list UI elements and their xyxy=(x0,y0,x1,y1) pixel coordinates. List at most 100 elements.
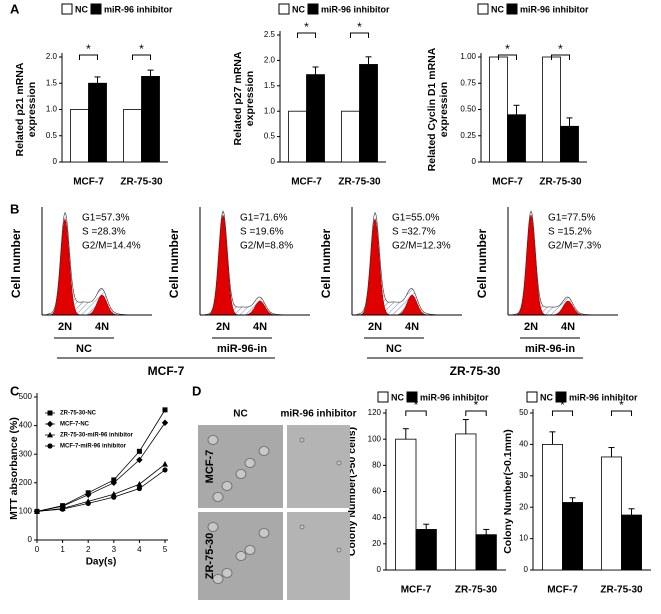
y-axis-label: Related p21 mRNA xyxy=(14,62,26,156)
x-tick-label: ZR-75-30 xyxy=(455,585,498,596)
significance-star: * xyxy=(560,398,565,412)
y-axis-label: expression xyxy=(438,82,450,137)
error-bar xyxy=(483,528,490,535)
x-tick-label: ZR-75-30 xyxy=(338,177,381,188)
y-tick-label: 0.5 xyxy=(46,131,58,140)
cell-colony xyxy=(207,435,219,445)
marker xyxy=(162,467,168,473)
cell-colony xyxy=(221,481,233,491)
legend-label: NC xyxy=(491,4,504,14)
cell-cycle-stat: G1=55.0% xyxy=(392,213,440,224)
ploidy-label: 4N xyxy=(405,321,419,333)
marker xyxy=(161,419,169,426)
y-tick-label: 2.0 xyxy=(264,56,276,65)
y-tick-label: 300 xyxy=(19,449,33,458)
y-axis-label: expression xyxy=(244,71,256,126)
y-tick-label: 1.00 xyxy=(460,52,476,61)
bar xyxy=(562,502,583,571)
y-tick-label: 20 xyxy=(519,502,528,511)
ploidy-label: 2N xyxy=(58,321,72,333)
y-tick-label: 0.50 xyxy=(460,105,476,114)
significance-star: * xyxy=(558,42,563,56)
significance-star: * xyxy=(619,398,624,412)
ploidy-label: 2N xyxy=(216,321,230,333)
x-tick-label: 0 xyxy=(35,545,40,554)
y-axis-label: Colony Number(>0.1mm) xyxy=(502,429,514,554)
significance-bracket xyxy=(551,410,574,416)
condition-label: miR-96-in xyxy=(525,343,575,355)
error-bar xyxy=(312,66,319,75)
y-axis-label: Cell number xyxy=(9,229,23,299)
bar xyxy=(489,56,508,163)
cell-colony xyxy=(336,547,342,553)
panel-label: A xyxy=(10,1,20,16)
legend-swatch xyxy=(377,391,389,403)
significance-star: * xyxy=(474,398,479,412)
legend-label: miR-96 inhibitor xyxy=(420,392,489,402)
y-tick-label: 100 xyxy=(368,434,382,443)
y-tick-label: 400 xyxy=(19,421,33,430)
y-tick-label: 0 xyxy=(271,157,276,166)
cell-colony xyxy=(221,568,233,578)
marker xyxy=(136,448,142,454)
column-label: NC xyxy=(233,409,247,420)
y-axis-label: MTT absorbance (%) xyxy=(8,417,20,520)
y-tick-label: 0 xyxy=(53,157,58,166)
error-bar xyxy=(402,428,409,440)
x-tick-label: ZR-75-30 xyxy=(120,177,163,188)
y-tick-label: 0.5 xyxy=(264,132,276,141)
bar xyxy=(601,456,622,571)
x-tick-label: 3 xyxy=(112,545,117,554)
significance-star: * xyxy=(86,42,91,56)
row-label: ZR-75-30 xyxy=(204,533,216,579)
bar xyxy=(560,125,579,163)
marker xyxy=(60,506,66,512)
x-tick-label: ZR-75-30 xyxy=(539,177,582,188)
legend-label: NC xyxy=(292,4,305,14)
y-tick-label: 60 xyxy=(372,487,381,496)
marker xyxy=(162,407,168,413)
bar xyxy=(542,56,561,163)
panel-label: D xyxy=(192,383,201,398)
bar xyxy=(341,110,360,163)
series-line xyxy=(36,422,166,512)
significance-bracket xyxy=(610,410,633,416)
y-tick-label: 40 xyxy=(372,513,381,522)
significance-bracket xyxy=(550,54,571,60)
marker xyxy=(136,481,143,487)
significance-star: * xyxy=(414,398,419,412)
marker xyxy=(136,485,142,492)
x-tick-label: 5 xyxy=(163,545,168,554)
marker xyxy=(46,420,54,428)
y-axis-label: expression xyxy=(26,82,38,137)
bar xyxy=(359,64,378,163)
error-bar xyxy=(423,523,430,530)
significance-bracket xyxy=(78,54,99,60)
error-bar xyxy=(608,447,615,457)
column-label: miR-96 inhibitor xyxy=(280,409,356,420)
y-tick-label: 80 xyxy=(372,460,381,469)
ploidy-label: 2N xyxy=(368,321,382,333)
y-axis-label: Cell number xyxy=(167,229,181,299)
bar xyxy=(475,534,497,571)
y-tick-label: 0 xyxy=(472,157,477,166)
legend-swatch xyxy=(477,3,489,15)
legend-label: ZR-75-30-NC xyxy=(60,411,97,417)
bar xyxy=(288,110,307,163)
panel-label: B xyxy=(10,201,19,216)
cell-colony xyxy=(244,545,256,555)
cell-colony xyxy=(235,551,247,561)
legend-label: MCF-7-miR-96 inhibitor xyxy=(60,444,127,450)
series-line xyxy=(36,409,166,512)
bar xyxy=(70,109,89,163)
bar xyxy=(395,438,417,571)
x-tick-label: 2 xyxy=(86,545,91,554)
legend-label: miR-96 inhibitor xyxy=(569,392,638,402)
legend-label: NC xyxy=(540,392,553,402)
cell-cycle-stat: G1=71.6% xyxy=(240,213,288,224)
legend-swatch xyxy=(61,3,73,15)
cell-cycle-stat: S =15.2% xyxy=(548,227,592,238)
y-tick-label: 50 xyxy=(519,408,528,417)
significance-star: * xyxy=(357,20,362,34)
